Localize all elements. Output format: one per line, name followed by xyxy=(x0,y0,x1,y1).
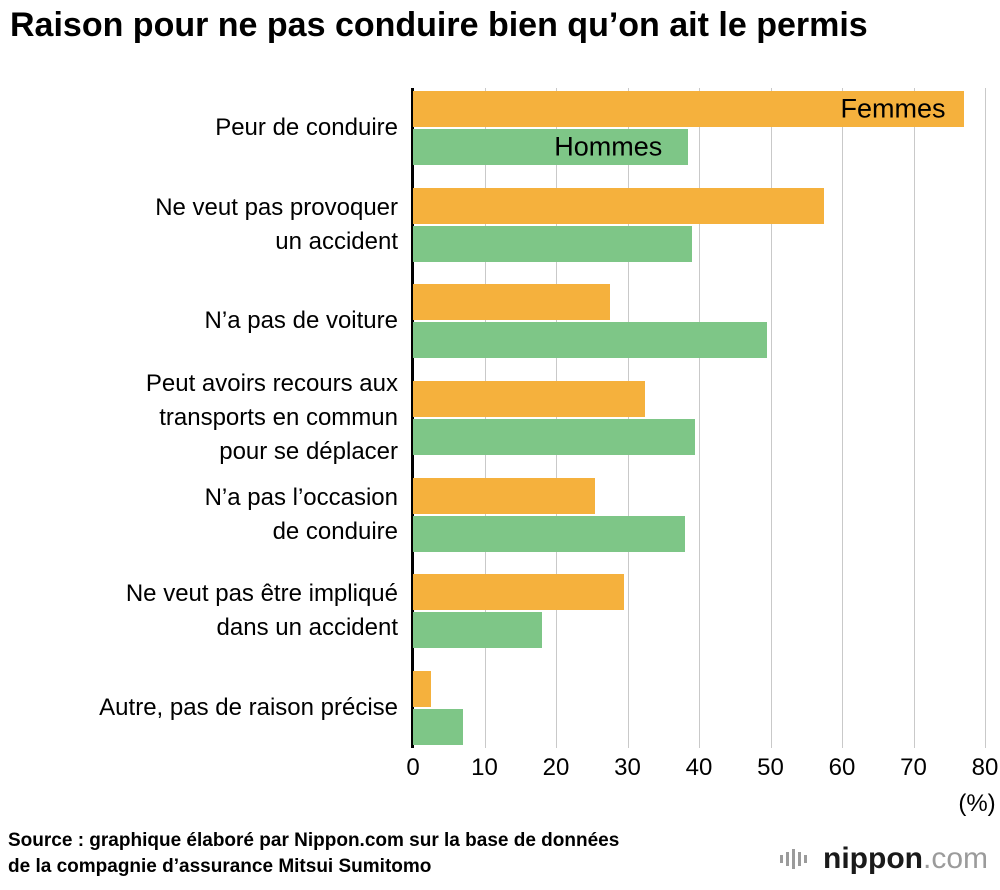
y-axis-line xyxy=(411,88,414,748)
bar-hommes xyxy=(413,708,464,745)
source-note: Source : graphique élaboré par Nippon.co… xyxy=(8,828,619,880)
x-tick-label: 70 xyxy=(900,754,927,781)
bar-group: N’a pas l’occasion de conduire xyxy=(205,477,985,552)
bar-hommes xyxy=(413,418,696,455)
bar-femmes xyxy=(413,284,610,321)
bar-hommes xyxy=(413,225,692,262)
gridline xyxy=(699,88,700,748)
bar-group: Peut avoirs recours aux transports en co… xyxy=(146,370,985,465)
legend-label-hommes: Hommes xyxy=(554,131,663,162)
x-tick-label: 50 xyxy=(757,754,784,781)
x-tick-label: 30 xyxy=(614,754,641,781)
x-tick-label: 10 xyxy=(471,754,498,781)
bar-hommes xyxy=(413,322,767,359)
source-line-1: Source : graphique élaboré par Nippon.co… xyxy=(8,830,620,851)
category-label: Ne veut pas provoquer un accident xyxy=(155,193,398,255)
x-tick-label: 80 xyxy=(971,754,999,781)
bar-group: Ne veut pas être impliqué dans un accide… xyxy=(126,574,985,649)
gridline xyxy=(985,88,986,748)
gridline xyxy=(556,88,557,748)
waveform-icon xyxy=(780,849,808,869)
gridline xyxy=(913,88,915,748)
bar-hommes: Hommes xyxy=(413,129,689,165)
logo-text: nippon.com xyxy=(823,842,988,876)
category-label: N’a pas l’occasion de conduire xyxy=(204,483,398,545)
category-label: Peut avoirs recours aux transports en co… xyxy=(145,369,398,465)
x-tick-label: 20 xyxy=(542,754,570,781)
bar-femmes xyxy=(413,574,624,611)
legend-label-femmes: Femmes xyxy=(840,93,946,124)
x-tick-label: 40 xyxy=(685,754,713,781)
nippon-logo: nippon.com xyxy=(780,842,988,876)
bar-femmes xyxy=(413,670,431,707)
x-tick-label: 60 xyxy=(828,754,856,781)
gridline xyxy=(484,88,486,748)
gridline xyxy=(842,88,843,748)
bar-hommes xyxy=(413,515,685,552)
category-label: Autre, pas de raison précise xyxy=(99,693,398,721)
gridline xyxy=(770,88,772,748)
chart-title: Raison pour ne pas conduire bien qu’on a… xyxy=(10,6,868,44)
gridline xyxy=(627,88,629,748)
bar-group: Peur de conduire Femmes Hommes xyxy=(215,91,985,165)
bar-group: N’a pas de voiture xyxy=(205,284,985,359)
category-label: Ne veut pas être impliqué dans un accide… xyxy=(125,580,398,642)
bar-group: Ne veut pas provoquer un accident xyxy=(155,187,985,262)
category-label: N’a pas de voiture xyxy=(204,307,398,335)
source-line-2: de la compagnie d’assurance Mitsui Sumit… xyxy=(8,856,432,877)
category-label: Peur de conduire xyxy=(215,114,398,141)
bar-hommes xyxy=(413,612,542,649)
x-axis-unit-label: (%) xyxy=(958,790,996,817)
x-tick-label: 0 xyxy=(406,754,420,781)
bar-femmes xyxy=(413,477,596,514)
logo-tld: .com xyxy=(922,842,988,875)
plot-area: Peur de conduire Femmes Hommes Ne veut pas … xyxy=(99,88,986,748)
x-axis-ticks: (%) 0 10 20 30 40 50 60 70 80 xyxy=(406,754,998,824)
bar-group: Autre, pas de raison précise xyxy=(99,670,985,745)
bar-femmes xyxy=(413,187,825,224)
bar-femmes xyxy=(413,380,646,417)
logo-name: nippon xyxy=(823,842,923,875)
bar-femmes: Femmes xyxy=(413,91,964,127)
